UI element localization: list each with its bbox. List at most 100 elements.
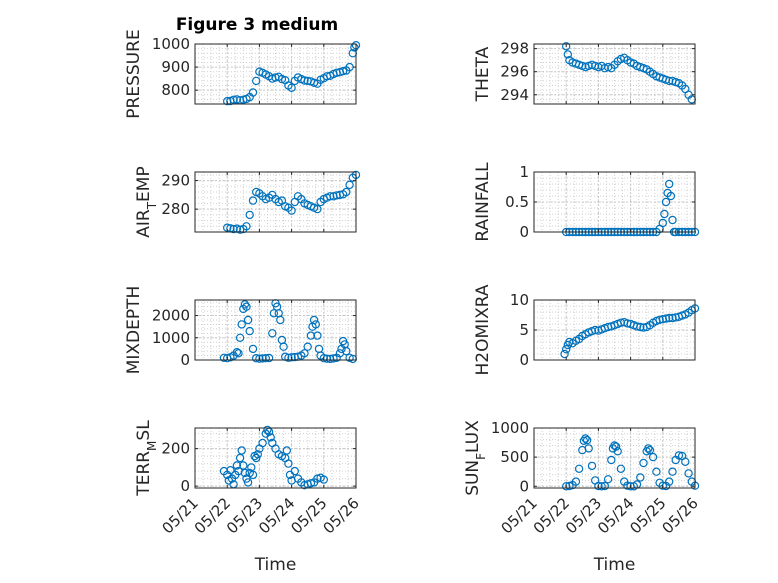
data-point — [242, 302, 251, 311]
y-tick-label: 290 — [161, 172, 190, 190]
ticks — [194, 43, 357, 104]
data-point — [616, 318, 626, 327]
data-series — [562, 42, 697, 104]
data-point — [674, 451, 684, 460]
axes-box — [194, 427, 357, 489]
data-point — [560, 349, 569, 359]
y-tick-label: 2000 — [152, 307, 190, 325]
x-tick-label: 05/21 — [498, 494, 541, 537]
data-point — [342, 187, 351, 197]
data-point — [306, 331, 316, 340]
data-point — [253, 450, 262, 459]
ticks — [194, 172, 357, 232]
data-point — [613, 447, 622, 456]
data-point — [342, 346, 351, 356]
data-point — [644, 444, 653, 453]
data-point — [665, 477, 674, 486]
data-point — [579, 436, 589, 445]
data-point — [581, 434, 590, 443]
y-tick-label: 1 — [519, 163, 529, 181]
y-tick-label: 0 — [519, 223, 529, 241]
data-point — [684, 469, 693, 478]
subplot-rainfall: 0 0.5 1 RAINFALL — [473, 162, 700, 242]
data-series — [222, 170, 361, 234]
axes-box — [533, 427, 696, 489]
data-point — [248, 344, 258, 354]
y-tick-label: 280 — [161, 200, 190, 218]
x-tick-label: 05/26 — [320, 494, 363, 537]
grid — [533, 299, 696, 361]
data-point — [248, 470, 258, 480]
data-point — [240, 300, 250, 309]
data-point — [242, 222, 251, 231]
data-series — [219, 299, 357, 364]
data-point — [600, 481, 610, 491]
data-point — [332, 191, 341, 200]
y-axis-label: RAINFALL — [473, 162, 493, 242]
data-point — [287, 206, 296, 215]
data-point — [607, 455, 616, 465]
y-axis-label: MIXDEPTH — [124, 286, 144, 375]
y-tick-label: 10 — [510, 291, 529, 309]
data-point — [665, 179, 674, 189]
data-point — [319, 354, 328, 363]
y-tick-label: 0 — [519, 477, 529, 495]
data-series — [560, 304, 700, 359]
data-point — [319, 475, 328, 484]
data-point — [562, 345, 571, 354]
data-point — [252, 453, 261, 463]
axes-box — [533, 43, 696, 105]
ticks — [533, 171, 696, 233]
y-axis-label: SUNFLUX — [463, 420, 488, 496]
data-point — [658, 481, 668, 490]
data-point — [235, 333, 245, 342]
data-point — [247, 463, 256, 472]
data-point — [287, 83, 296, 93]
data-point — [248, 88, 258, 97]
ticks — [533, 299, 696, 361]
y-tick-label: 5 — [519, 321, 529, 339]
data-point — [263, 425, 272, 435]
subplot-pressure: 800 900 1000 PRESSURE — [124, 29, 361, 119]
data-point — [237, 446, 246, 455]
axes-box — [194, 171, 357, 233]
data-point — [329, 354, 338, 363]
ticks — [194, 428, 357, 488]
data-point — [660, 209, 669, 219]
x-tick-label: 05/23 — [562, 494, 605, 537]
data-point — [282, 446, 291, 455]
ticks — [533, 427, 696, 488]
y-axis-label: PRESSURE — [124, 29, 144, 118]
x-tick-label: 05/25 — [287, 494, 330, 537]
data-point — [571, 477, 581, 486]
data-point — [239, 461, 248, 470]
data-point — [279, 342, 288, 351]
data-point — [652, 467, 661, 476]
y-tick-label: 0 — [180, 351, 190, 369]
x-tick-label: 05/21 — [159, 494, 202, 537]
x-tick-label: 05/22 — [191, 494, 234, 537]
data-point — [232, 348, 242, 357]
data-point — [655, 315, 664, 324]
data-point — [587, 461, 597, 471]
data-series — [222, 41, 361, 106]
data-point — [303, 342, 312, 351]
y-axis-label: TERRMSL — [134, 420, 159, 497]
y-tick-label: 1000 — [152, 35, 190, 53]
data-point — [243, 315, 253, 325]
data-point — [237, 320, 246, 329]
data-point — [235, 453, 245, 463]
data-point — [603, 475, 613, 484]
axes-box — [194, 299, 357, 361]
data-point — [229, 95, 238, 105]
data-point — [300, 76, 309, 85]
grid — [533, 43, 696, 105]
data-point — [636, 322, 645, 332]
data-point — [562, 482, 571, 491]
data-point — [266, 433, 275, 442]
data-point — [234, 349, 243, 358]
y-axis-label: H2OMIXRA — [473, 284, 493, 375]
data-point — [345, 180, 354, 190]
